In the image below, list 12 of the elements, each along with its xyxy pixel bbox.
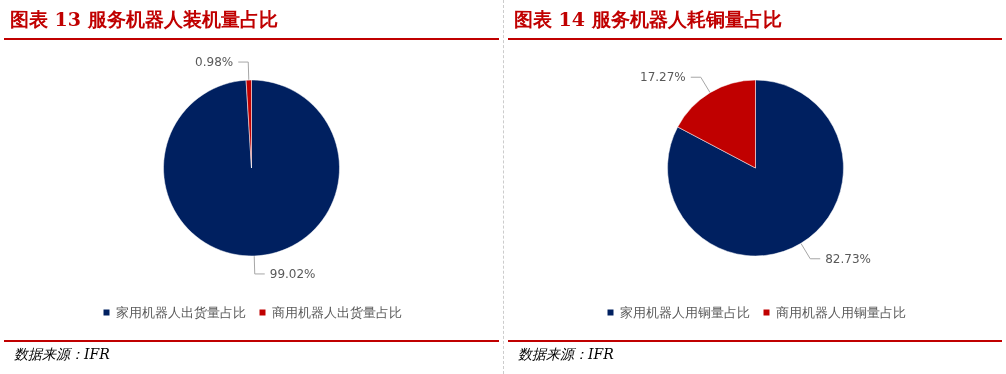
data-label: 99.02% [269,266,316,281]
source-note: 数据来源：IFR [4,340,499,368]
data-label: 0.98% [195,55,234,70]
data-label: 82.73% [825,251,871,266]
legend-label: 家用机器人用铜量占比 [619,305,750,320]
source-note: 数据来源：IFR [508,340,1002,368]
legend-label: 商用机器人出货量占比 [271,305,402,320]
chart-title: 图表 13 服务机器人装机量占比 [4,0,499,40]
data-label: 17.27% [640,70,686,85]
chart-title: 图表 14 服务机器人耗铜量占比 [508,0,1002,40]
legend-label: 家用机器人出货量占比 [115,305,246,320]
legend-label: 商用机器人用铜量占比 [775,305,906,320]
